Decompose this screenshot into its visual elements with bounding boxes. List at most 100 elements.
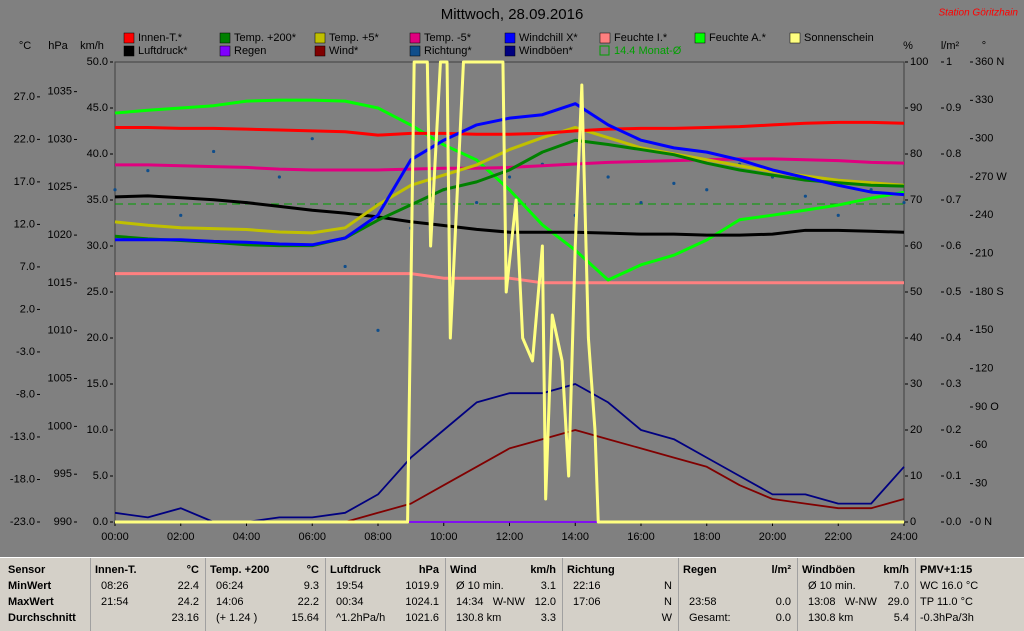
stats-cell: 17:06: [573, 596, 601, 608]
stats-cell: Ø 10 min.: [808, 580, 856, 592]
series-line: [114, 138, 905, 248]
y-tick-label: 0.6: [946, 240, 961, 252]
y-tick-label: 80: [910, 148, 922, 160]
legend-swatch: [409, 32, 421, 44]
y-tick-label: 15.0: [87, 378, 108, 390]
stats-cell: 13:08 W-NW: [808, 596, 877, 608]
series-line: [114, 125, 905, 235]
direction-dot: [277, 175, 281, 179]
direction-dot: [343, 264, 347, 269]
station-name: Station Göritzhain: [939, 8, 1019, 19]
y-tick-label: 2.0: [20, 303, 35, 315]
stats-header: hPa: [418, 564, 439, 576]
stats-header: l/m²: [771, 564, 791, 576]
y-tick-label: 0.2: [946, 424, 961, 436]
axis-unit: °: [982, 40, 986, 52]
stats-cell: 1024.1: [405, 596, 439, 608]
statistics-table: Sensor MinWert MaxWert Durchschnitt Innen-T.…: [0, 557, 1024, 631]
y-tick-label: 0 N: [975, 516, 992, 528]
stats-cell: 14:06: [216, 596, 244, 608]
y-tick-label: 50.0: [87, 56, 108, 68]
y-tick-label: 22.0: [14, 133, 35, 145]
stats-cell: 0.0: [775, 596, 791, 608]
stats-cell: 14:34 W-NW: [456, 596, 525, 608]
stats-panel: Regen l/m² 23:58 0.0 Gesamt: 0.0: [678, 558, 797, 631]
x-tick-label: 10:00: [430, 531, 458, 543]
y-tick-label: 1005: [48, 372, 72, 384]
legend-label: Feuchte A.*: [709, 32, 767, 44]
direction-dot: [310, 137, 314, 141]
y-tick-label: 0.5: [946, 286, 961, 298]
y-tick-label: 0.1: [946, 470, 961, 482]
stats-cell: 00:34: [336, 596, 364, 608]
stats-panel: Luftdruck hPa 19:54 1019.9 00:34 1024.1 ^1.2hP…: [325, 558, 445, 631]
y-tick-label: 20: [910, 424, 922, 436]
stats-cell: 22.2: [297, 596, 319, 608]
y-tick-label: 27.0: [14, 91, 35, 103]
y-tick-label: 50: [910, 286, 922, 298]
stats-cell: 1021.6: [405, 612, 439, 624]
y-tick-label: 995: [54, 468, 72, 480]
direction-dot: [179, 213, 183, 217]
legend-label: 14.4 Monat-Ø: [614, 45, 682, 57]
legend-swatch: [694, 32, 706, 44]
direction-dot: [606, 175, 610, 179]
y-tick-label: 0.8: [946, 148, 961, 160]
stats-cell: TP 11.0 °C: [920, 596, 973, 608]
legend-label: Feuchte I.*: [614, 32, 668, 44]
stats-cell: WC 16.0 °C: [920, 580, 979, 592]
y-tick-label: 90 O: [975, 401, 999, 413]
series-line: [115, 120, 905, 137]
y-tick-label: 300: [975, 133, 993, 145]
y-tick-label: 0.3: [946, 378, 961, 390]
legend-swatch: [409, 45, 421, 57]
y-tick-label: 30: [910, 378, 922, 390]
y-tick-label: -18.0: [10, 473, 35, 485]
stats-cell: 3.1: [540, 580, 556, 592]
y-tick-label: 270 W: [975, 171, 1007, 183]
axis-unit: %: [903, 40, 913, 52]
stats-panel: PMV+1:15 WC 16.0 °C TP 11.0 °C -0.3hPa/3h: [915, 558, 1024, 631]
legend-swatch: [123, 32, 135, 44]
stats-panel: Richtung 22:16 N 17:06 N W: [562, 558, 678, 631]
stats-header: °C: [186, 564, 199, 576]
legend-swatch: [314, 45, 326, 57]
y-tick-label: 20.0: [87, 332, 108, 344]
series-line: [115, 157, 905, 172]
y-tick-label: 30: [975, 478, 987, 490]
y-tick-label: 35.0: [87, 194, 108, 206]
stats-cell: 1019.9: [405, 580, 439, 592]
stats-cell: 06:24: [216, 580, 244, 592]
y-tick-label: 120: [975, 363, 993, 375]
legend-swatch: [789, 32, 801, 44]
direction-dot: [836, 213, 840, 217]
x-tick-label: 22:00: [824, 531, 852, 543]
stats-cell: Gesamt:: [689, 612, 731, 624]
stats-header: Temp. +200: [210, 564, 270, 576]
plot-area: [114, 61, 905, 523]
y-tick-label: 0.0: [93, 516, 108, 528]
legend-label: Richtung*: [424, 45, 472, 57]
direction-dot: [902, 200, 906, 205]
axis-unit: hPa: [48, 40, 68, 52]
x-tick-label: 00:00: [101, 531, 129, 543]
y-tick-label: 240: [975, 209, 993, 221]
stats-cell: N: [664, 580, 672, 592]
legend-label: Sonnenschein: [804, 32, 874, 44]
stats-header: °C: [306, 564, 319, 576]
row-label: MaxWert: [8, 596, 54, 608]
y-tick-label: 0: [910, 516, 916, 528]
legend-swatch: [504, 45, 516, 57]
direction-dot: [507, 175, 512, 179]
legend-swatch: [219, 45, 231, 57]
direction-dot: [212, 149, 216, 154]
stats-cell: 9.3: [303, 580, 319, 592]
row-label: MinWert: [8, 580, 52, 592]
y-tick-label: -8.0: [16, 388, 35, 400]
y-tick-label: 7.0: [20, 261, 35, 273]
y-tick-label: 5.0: [93, 470, 108, 482]
stats-cell: (+ 1.24 ): [216, 612, 258, 624]
direction-dot: [803, 194, 807, 198]
direction-dot: [475, 200, 479, 205]
